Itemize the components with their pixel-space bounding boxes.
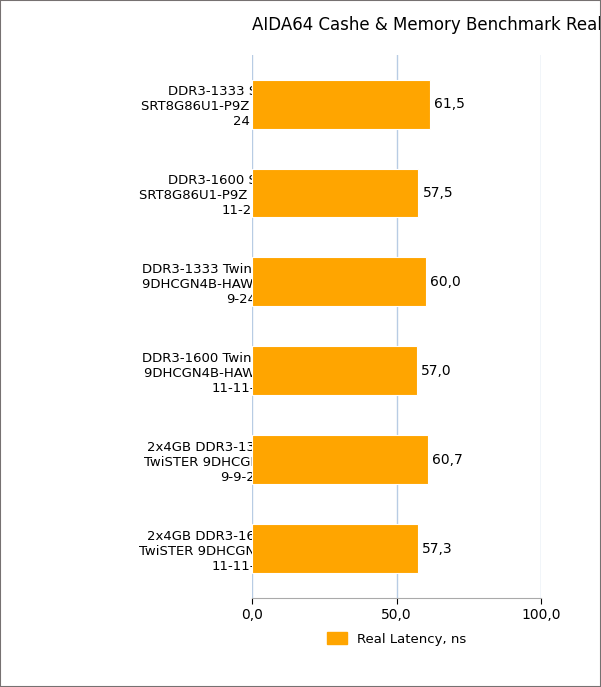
Bar bbox=[252, 524, 418, 573]
Bar bbox=[252, 168, 418, 217]
Text: AIDA64 Cashe & Memory Benchmark Real Latency, ns: AIDA64 Cashe & Memory Benchmark Real Lat… bbox=[252, 16, 601, 34]
Text: 57,0: 57,0 bbox=[421, 364, 452, 378]
Text: 57,3: 57,3 bbox=[422, 541, 453, 556]
Bar bbox=[252, 80, 430, 128]
Bar bbox=[252, 346, 417, 395]
Text: 60,0: 60,0 bbox=[430, 275, 460, 289]
Text: 60,7: 60,7 bbox=[432, 453, 463, 466]
Text: 57,5: 57,5 bbox=[423, 186, 453, 200]
Bar bbox=[252, 258, 426, 306]
Text: 61,5: 61,5 bbox=[434, 97, 465, 111]
Legend: Real Latency, ns: Real Latency, ns bbox=[322, 627, 472, 651]
Bar bbox=[252, 436, 427, 484]
